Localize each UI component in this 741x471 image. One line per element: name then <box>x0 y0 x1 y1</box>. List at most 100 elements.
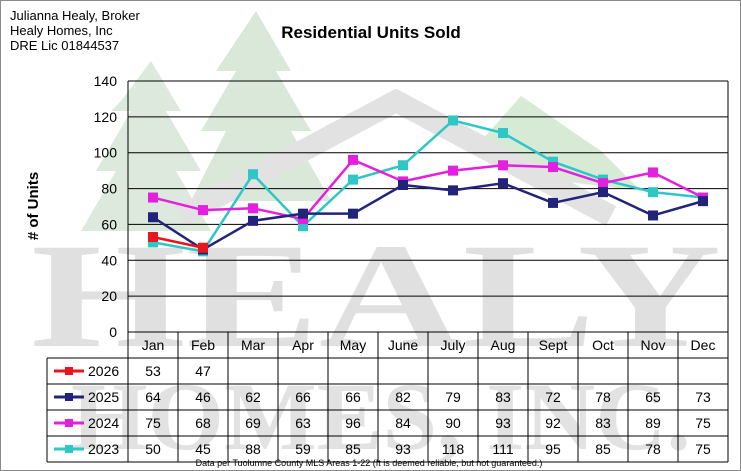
data-point-2023 <box>148 237 158 248</box>
agent-company: Healy Homes, Inc <box>10 23 113 38</box>
table-cell-value: 95 <box>545 441 561 457</box>
legend-marker-2024 <box>65 419 73 427</box>
data-point-2025 <box>648 210 658 221</box>
x-tick-label: Sept <box>539 337 568 353</box>
x-tick-label: July <box>441 337 466 353</box>
x-tick-label: Mar <box>241 337 265 353</box>
table-cell-value: 111 <box>492 441 513 457</box>
data-point-2025 <box>248 215 258 226</box>
y-tick-label: 140 <box>94 73 118 89</box>
data-point-2024 <box>248 203 258 214</box>
legend-marker-2026 <box>65 367 73 375</box>
table-cell-value: 96 <box>345 415 361 431</box>
y-tick-label: 100 <box>94 145 118 161</box>
x-tick-label: June <box>388 337 419 353</box>
data-point-2025 <box>598 187 608 198</box>
table-cell-value: 65 <box>645 389 661 405</box>
y-tick-label: 0 <box>109 324 117 340</box>
table-cell-value: 83 <box>495 389 511 405</box>
x-tick-label: Oct <box>592 337 614 353</box>
x-tick-label: Apr <box>292 337 314 353</box>
series-line-2026 <box>152 235 204 249</box>
data-point-2025 <box>548 197 558 208</box>
footnote: Data per Tuolumne County MLS Areas 1-22 … <box>196 458 543 468</box>
chart-title: Residential Units Sold <box>281 23 460 42</box>
table-cell-value: 85 <box>595 441 611 457</box>
series-line-2024 <box>152 158 704 221</box>
table-cell-value: 75 <box>695 415 711 431</box>
x-tick-label: May <box>340 337 366 353</box>
data-point-2025 <box>448 185 458 196</box>
legend-label-2026: 2026 <box>88 363 119 379</box>
legend-marker-2023 <box>65 445 73 453</box>
data-point-2025 <box>398 179 408 190</box>
data-point-2024 <box>298 214 308 225</box>
table-cell-value: 73 <box>695 389 711 405</box>
table-cell-value: 75 <box>145 415 161 431</box>
data-point-2025 <box>298 208 308 219</box>
x-tick-label: Aug <box>491 337 516 353</box>
data-point-2023 <box>548 156 558 167</box>
data-point-2023 <box>498 127 508 138</box>
data-point-2023 <box>248 169 258 180</box>
data-point-2023 <box>648 187 658 198</box>
table-cell-value: 53 <box>145 363 161 379</box>
watermark-word-homes: HOMES, INC. <box>71 363 691 470</box>
agent-license: DRE Lic 01844537 <box>10 38 119 53</box>
data-point-2024 <box>148 192 158 203</box>
table-cell-value: 68 <box>195 415 211 431</box>
data-point-2023 <box>298 221 308 232</box>
x-tick-label: Feb <box>191 337 215 353</box>
data-point-2024 <box>548 162 558 173</box>
data-point-2025 <box>148 212 158 223</box>
table-cell-value: 64 <box>145 389 161 405</box>
legend-label-2023: 2023 <box>88 441 119 457</box>
table-cell-value: 72 <box>545 389 561 405</box>
data-point-2024 <box>348 154 358 165</box>
data-point-2024 <box>448 165 458 176</box>
data-point-2024 <box>198 205 208 216</box>
legend-label-2025: 2025 <box>88 389 119 405</box>
table-cell-value: 88 <box>245 441 261 457</box>
x-tick-label: Nov <box>641 337 666 353</box>
series-line-2025 <box>152 181 704 251</box>
data-point-2024 <box>498 160 508 171</box>
data-point-2026 <box>198 242 208 253</box>
y-tick-labels: 0 20 40 60 80 100 120 140 <box>94 73 118 340</box>
data-point-2023 <box>448 115 458 126</box>
data-point-2025 <box>498 178 508 189</box>
table-cell-value: 93 <box>495 415 511 431</box>
legend-label-2024: 2024 <box>88 415 119 431</box>
legend-marker-2025 <box>65 393 73 401</box>
table-cell-value: 50 <box>145 441 161 457</box>
table-cell-value: 45 <box>195 441 211 457</box>
data-point-2024 <box>598 178 608 189</box>
table-cell-value: 78 <box>595 389 611 405</box>
table-cell-value: 69 <box>245 415 261 431</box>
table-cell-value: 84 <box>395 415 411 431</box>
table-cell-value: 83 <box>595 415 611 431</box>
data-point-2025 <box>348 208 358 219</box>
table-cell-value: 46 <box>195 389 211 405</box>
table-cell-value: 59 <box>295 441 311 457</box>
data-point-2023 <box>398 160 408 171</box>
table-cell-value: 78 <box>645 441 661 457</box>
y-tick-label: 20 <box>101 288 117 304</box>
table-cell-value: 66 <box>345 389 361 405</box>
table-cell-value: 82 <box>395 389 411 405</box>
mountain-watermark <box>481 96 641 191</box>
y-tick-label: 120 <box>94 109 118 125</box>
table-cell-value: 47 <box>195 363 211 379</box>
plot-area <box>148 115 708 257</box>
y-tick-label: 40 <box>101 252 117 268</box>
table-cell-value: 118 <box>442 441 465 457</box>
agent-name: Julianna Healy, Broker <box>10 8 140 23</box>
table-cell-value: 75 <box>695 441 711 457</box>
data-point-2026 <box>148 231 158 242</box>
table-cell-value: 62 <box>245 389 261 405</box>
data-point-2023 <box>348 174 358 185</box>
x-tick-label: Dec <box>691 337 716 353</box>
